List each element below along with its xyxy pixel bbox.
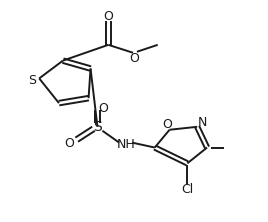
Text: NH: NH — [117, 138, 136, 151]
Text: S: S — [93, 120, 102, 134]
Text: S: S — [28, 74, 36, 87]
Text: O: O — [103, 10, 113, 23]
Text: O: O — [64, 137, 74, 150]
Text: O: O — [163, 118, 173, 131]
Text: Cl: Cl — [181, 184, 193, 196]
Text: O: O — [98, 101, 108, 115]
Text: N: N — [198, 116, 207, 129]
Text: O: O — [129, 52, 139, 65]
